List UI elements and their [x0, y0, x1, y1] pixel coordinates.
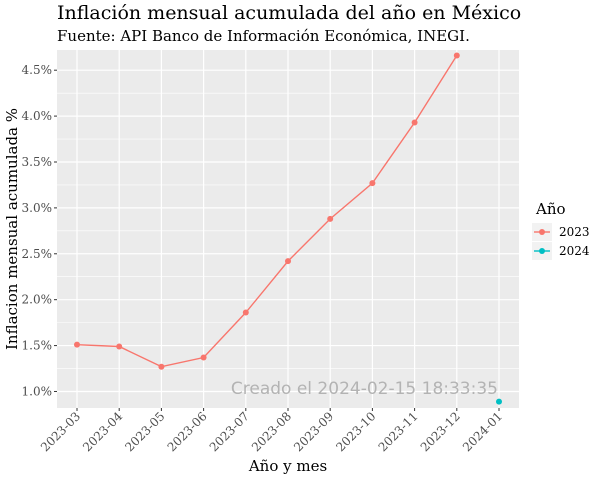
x-axis-title: Año y mes	[248, 457, 327, 475]
y-tick-label: 3.5%	[22, 155, 53, 169]
legend-key-point-2023	[539, 229, 545, 235]
y-tick-label: 4.0%	[22, 109, 53, 123]
x-tick-label: 2023-05	[122, 409, 167, 454]
legend-label-2023: 2023	[559, 225, 590, 239]
x-tick-label: 2023-09	[291, 409, 336, 454]
data-point-2023	[453, 52, 460, 59]
data-point-2023	[327, 215, 334, 222]
y-tick-label: 1.5%	[22, 339, 53, 353]
x-tick-label: 2023-12	[418, 409, 463, 454]
data-point-2023	[369, 180, 376, 187]
x-tick-label: 2023-04	[80, 409, 125, 454]
x-tick-label: 2023-06	[165, 409, 210, 454]
data-point-2023	[74, 341, 80, 348]
legend-label-2024: 2024	[559, 244, 590, 258]
legend-key-point-2024	[539, 248, 545, 254]
x-tick-label: 2023-10	[333, 409, 378, 454]
y-tick-label: 2.0%	[22, 293, 53, 307]
data-point-2023	[242, 309, 249, 316]
data-point-2024	[496, 398, 502, 405]
x-tick-label: 2023-08	[249, 409, 294, 454]
series-line-2023	[76, 55, 458, 368]
x-tick-label: 2023-07	[207, 409, 252, 454]
data-point-2023	[158, 363, 165, 370]
y-tick-label: 4.5%	[22, 63, 53, 77]
x-tick-label: 2023-03	[38, 409, 83, 454]
data-point-2023	[411, 119, 418, 126]
creation-timestamp-annotation: Creado el 2024-02-15 18:33:35	[231, 379, 498, 399]
x-tick-label: 2023-11	[376, 409, 421, 454]
y-axis-title: Inflacion mensual acumulada %	[3, 108, 21, 350]
data-point-2023	[285, 258, 291, 265]
y-tick-label: 1.0%	[22, 384, 53, 398]
y-tick-label: 3.0%	[22, 201, 53, 215]
legend-title: Año	[535, 200, 566, 218]
chart-title: Inflación mensual acumulada del año en M…	[57, 2, 521, 24]
x-tick-label: 2024-01	[460, 409, 505, 454]
data-point-2023	[116, 343, 123, 350]
data-point-2023	[200, 354, 207, 361]
chart-subtitle: Fuente: API Banco de Información Económi…	[57, 27, 470, 45]
y-tick-label: 2.5%	[22, 247, 53, 261]
